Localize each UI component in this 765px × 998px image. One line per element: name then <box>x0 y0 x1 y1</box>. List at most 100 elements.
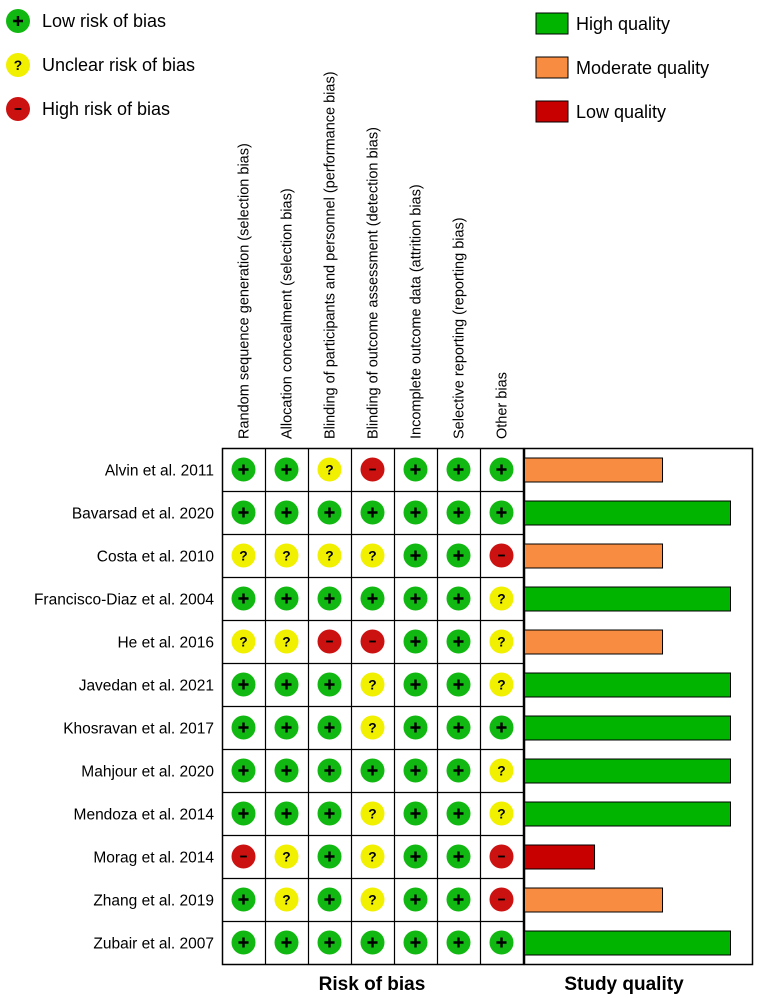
plus-icon <box>367 593 378 604</box>
unclear-risk-circle <box>360 543 385 568</box>
legend-quality-item-moderate: Moderate quality <box>535 56 709 79</box>
plus-icon <box>496 937 507 948</box>
risk-symbol <box>360 457 385 482</box>
high-risk-icon <box>6 97 30 121</box>
risk-symbol <box>317 887 342 912</box>
risk-symbol <box>317 758 342 783</box>
plus-icon <box>453 679 464 690</box>
risk-symbol <box>489 930 514 955</box>
plus-icon <box>453 937 464 948</box>
domain-header-5: Incomplete outcome data (attrition bias) <box>409 184 425 439</box>
unclear-risk-circle <box>317 457 342 482</box>
risk-symbol <box>231 758 256 783</box>
risk-symbol <box>231 457 256 482</box>
plus-icon <box>410 464 421 475</box>
risk-symbol <box>274 801 299 826</box>
domain-headers: Random sequence generation (selection bi… <box>237 71 511 439</box>
unclear-risk-circle <box>360 672 385 697</box>
risk-symbol <box>317 844 342 869</box>
plus-icon <box>238 894 249 905</box>
legend-risk-item-high: High risk of bias <box>6 97 170 121</box>
plus-icon <box>453 550 464 561</box>
quality-bar <box>524 586 731 612</box>
risk-symbol: ? <box>274 543 299 568</box>
risk-symbol: ? <box>274 844 299 869</box>
unclear-risk-circle <box>360 715 385 740</box>
unclear-risk-circle <box>489 629 514 654</box>
quality-panel <box>523 447 754 966</box>
risk-symbol <box>489 715 514 740</box>
risk-symbol <box>403 543 428 568</box>
plus-icon <box>281 464 292 475</box>
plus-icon <box>410 679 421 690</box>
unclear-risk-circle <box>274 629 299 654</box>
plus-icon <box>281 593 292 604</box>
plus-icon <box>496 722 507 733</box>
plus-icon <box>324 894 335 905</box>
legend-risk-item-low: Low risk of bias <box>6 9 166 33</box>
question-icon: ? <box>497 635 505 650</box>
question-icon: ? <box>368 549 376 564</box>
unclear-risk-circle <box>489 758 514 783</box>
low-risk-icon <box>6 9 30 33</box>
risk-symbol <box>231 500 256 525</box>
legend-risk-label: Unclear risk of bias <box>42 55 195 75</box>
moderate-quality-swatch <box>535 56 569 79</box>
footer-study-quality: Study quality <box>564 974 684 995</box>
question-icon: ? <box>282 549 290 564</box>
domain-header-3: Blinding of participants and personnel (… <box>323 71 339 439</box>
study-label: Bavarsad et al. 2020 <box>72 506 215 523</box>
quality-bar <box>524 543 664 569</box>
quality-bar <box>524 672 731 698</box>
question-icon: ? <box>282 635 290 650</box>
plus-icon <box>410 507 421 518</box>
risk-symbol <box>360 586 385 611</box>
plus-icon <box>453 593 464 604</box>
risk-symbol <box>403 715 428 740</box>
plus-icon <box>238 507 249 518</box>
risk-symbol <box>360 930 385 955</box>
risk-symbol <box>274 586 299 611</box>
study-label: Francisco-Diaz et al. 2004 <box>34 592 214 609</box>
question-icon: ? <box>282 893 290 908</box>
risk-symbol <box>403 500 428 525</box>
risk-symbol <box>231 887 256 912</box>
risk-symbol <box>317 629 342 654</box>
quality-bar <box>524 629 664 655</box>
plus-icon <box>238 808 249 819</box>
risk-symbol <box>360 629 385 654</box>
legend-risk-label: High risk of bias <box>42 99 170 119</box>
risk-symbol <box>446 887 471 912</box>
risk-symbol <box>403 887 428 912</box>
domain-header-2: Allocation concealment (selection bias) <box>280 188 296 439</box>
quality-bar <box>524 844 596 870</box>
plus-icon <box>496 464 507 475</box>
risk-symbol <box>317 801 342 826</box>
risk-symbol: ? <box>317 543 342 568</box>
risk-symbol <box>317 715 342 740</box>
study-label: Zubair et al. 2007 <box>93 936 214 953</box>
question-icon: ? <box>239 635 247 650</box>
plus-icon <box>324 808 335 819</box>
question-icon: ? <box>497 678 505 693</box>
risk-symbol <box>446 715 471 740</box>
plus-icon <box>324 679 335 690</box>
risk-symbol <box>446 457 471 482</box>
risk-symbol <box>274 457 299 482</box>
question-icon: ? <box>368 807 376 822</box>
risk-symbol: ? <box>489 629 514 654</box>
plus-icon <box>367 507 378 518</box>
plus-icon <box>324 507 335 518</box>
risk-symbol <box>403 930 428 955</box>
study-label: Costa et al. 2010 <box>97 549 215 566</box>
quality-bar <box>524 801 731 827</box>
plus-icon <box>281 808 292 819</box>
risk-symbol <box>317 586 342 611</box>
plus-icon <box>410 636 421 647</box>
plus-icon <box>281 937 292 948</box>
plus-icon <box>324 765 335 776</box>
footer-risk-of-bias: Risk of bias <box>319 974 426 995</box>
question-icon: ? <box>325 463 333 478</box>
legend-quality-label: Low quality <box>576 102 666 122</box>
plus-icon <box>281 765 292 776</box>
